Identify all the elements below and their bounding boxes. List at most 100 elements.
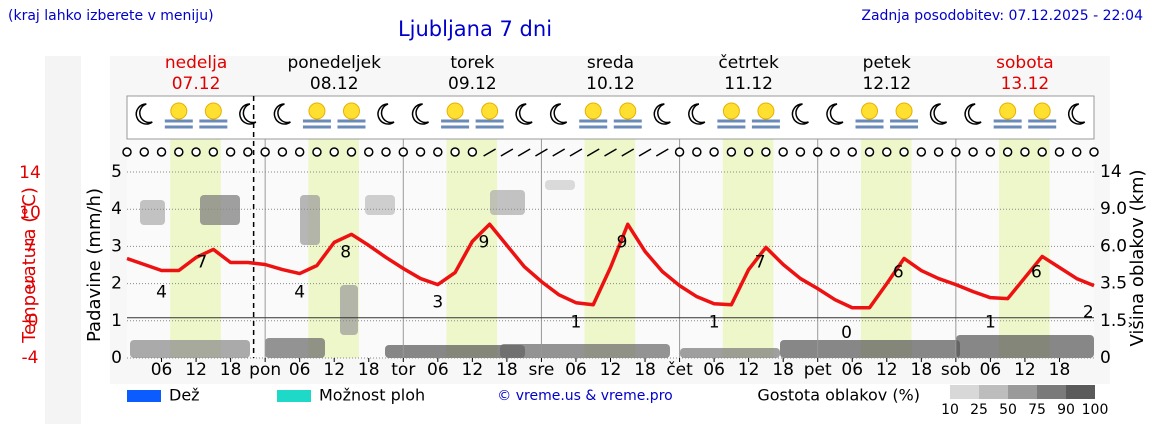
extreme-label: 0 [841,323,852,343]
calm-wind [243,147,253,157]
precip-axis-title: Padavine (mm/h) [84,188,105,342]
y-tick-label: -4 [22,348,39,368]
cloud-legend-level: 90 [1057,402,1075,418]
calm-wind [899,147,909,157]
calm-wind [916,147,927,157]
wind-barb [604,148,617,157]
x-tick-label: pon [249,360,281,380]
x-tick-label: 12 [600,360,622,380]
calm-wind [778,147,788,157]
icon-row [126,95,1095,140]
extreme-label: 9 [478,232,489,252]
sun-icon [446,102,464,120]
sun-icon [999,102,1017,120]
calm-wind [174,147,184,157]
wind-barb [621,148,635,157]
daylight-band [999,96,1050,358]
calm-wind [1054,147,1065,157]
moon-icon [653,103,671,125]
wind-barb [500,148,514,157]
x-tick-label: 06 [703,360,725,380]
sun-icon [584,102,602,120]
legend-label: Možnost ploh [319,386,425,405]
cloud-shade [365,195,395,215]
x-tick-label: 18 [1049,360,1071,380]
subtitle: (kraj lahko izberete v meniju) [8,8,214,24]
cloud-shade [265,338,325,358]
precip-tick-label: 1 [111,311,122,331]
sun-icon [757,102,775,120]
calm-wind [208,147,219,157]
sun-icon [861,102,879,120]
cloud-shade [200,195,240,225]
moon-icon [929,103,948,125]
calm-wind [398,147,409,157]
cloud-shade [490,190,525,215]
x-tick-label: 18 [496,360,518,380]
left-strip [45,56,81,424]
calm-wind [381,147,391,157]
x-tick-label: 06 [565,360,587,380]
wind-barb [586,148,600,157]
precip-tick-label: 3 [111,236,122,256]
update-time: Zadnja posodobitev: 07.12.2025 - 22:04 [861,8,1143,24]
x-tick-label: sob [941,360,971,380]
y2-tick-label: 0 [1100,348,1111,368]
sun-icon [170,102,188,120]
extreme-label: 1 [985,313,996,333]
calm-wind [709,147,719,157]
y-tick-label: 7 [25,236,36,256]
moon-icon [411,103,430,125]
calm-wind [726,147,737,157]
legend-swatch [127,390,161,402]
cloud-shade [340,285,358,335]
sun-icon [481,102,499,120]
calm-wind [1037,147,1047,157]
day-date: 08.12 [310,74,359,94]
day-name: ponedeljek [287,53,381,73]
cloud-shade [300,195,320,245]
extreme-label: 6 [893,262,904,282]
calm-wind [433,147,443,157]
sun-icon [895,102,913,120]
cloud-shade [680,348,780,358]
x-tick-label: 12 [323,360,345,380]
sun-icon [1033,102,1051,120]
x-tick-label: 12 [185,360,207,380]
cloud-legend-swatch [1037,385,1066,399]
day-name: sobota [996,53,1054,73]
x-tick-label: 18 [220,360,242,380]
x-tick-label: 12 [876,360,898,380]
wind-barb [552,148,566,157]
calm-wind [985,147,996,157]
moon-icon [1067,103,1086,125]
calm-wind [346,147,357,157]
sun-icon [722,102,740,120]
x-tick-label: 12 [1014,360,1036,380]
x-tick-label: tor [391,360,415,380]
moon-icon [239,103,257,125]
cloud-legend-level: 25 [970,402,988,418]
x-tick-label: 18 [358,360,380,380]
extreme-label: 2 [1083,303,1094,323]
calm-wind [743,147,754,157]
calm-wind [312,147,322,157]
y-tick-label: 10 [19,203,41,223]
daylight-band [860,96,912,358]
moon-icon [135,103,153,125]
calm-wind [122,147,132,157]
x-tick-label: 18 [634,360,656,380]
x-tick-label: 06 [841,360,863,380]
y-tick-label: 3 [25,274,36,294]
calm-wind [933,147,944,157]
sun-icon [619,102,637,120]
x-tick-label: čet [666,360,693,380]
day-date: 07.12 [172,74,221,94]
sun-icon [204,102,222,120]
y-tick-label: 14 [19,163,41,183]
legend-swatch [277,390,311,402]
calm-wind [1020,147,1030,157]
moon-icon [549,103,568,125]
day-name: nedelja [165,53,227,73]
calm-wind [674,147,685,157]
